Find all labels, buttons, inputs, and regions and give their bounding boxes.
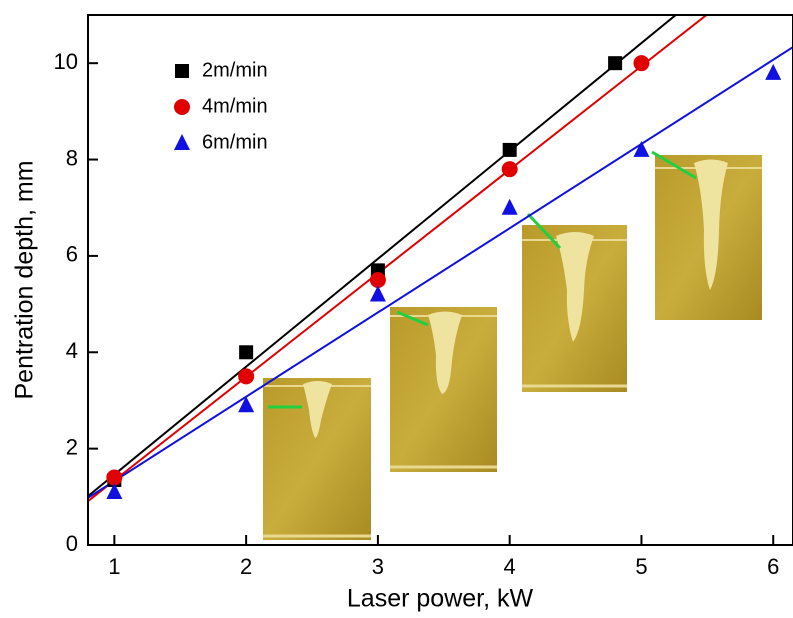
marker [239,345,254,360]
x-tick-label: 4 [504,554,516,579]
x-tick-label: 2 [240,554,252,579]
plot-area [88,15,793,502]
x-axis-label: Laser power, kW [347,585,534,613]
x-tick-label: 1 [108,554,120,579]
legend-marker [174,99,190,115]
x-tick-label: 5 [635,554,647,579]
fit-line [88,46,793,499]
marker [369,285,386,302]
inset [390,307,497,472]
y-axis-label: Pentration depth, mm [11,160,39,399]
x-tick-label: 3 [372,554,384,579]
marker [608,56,623,71]
plot-frame [87,14,793,546]
inset [651,150,762,320]
fit-line [88,15,709,502]
y-tick-label: 0 [66,531,78,556]
legend-label: 6m/min [202,131,268,153]
y-tick-label: 6 [66,242,78,267]
marker [238,368,255,385]
y-tick-label: 4 [66,338,78,363]
x-tick-label: 6 [767,554,779,579]
legend-marker [175,64,189,78]
inset [263,378,371,540]
marker [501,198,518,215]
inset-images [263,150,762,540]
legend-label: 4m/min [202,95,268,117]
marker [765,63,782,80]
legend-marker [174,134,190,150]
marker [633,140,650,157]
marker [502,142,517,157]
y-tick-label: 2 [66,434,78,459]
legend-label: 2m/min [202,59,268,81]
marker [369,272,386,288]
inset [522,212,627,392]
marker [238,396,255,413]
marker [501,161,518,178]
marker [106,469,123,486]
marker [633,55,650,72]
marker [106,483,123,499]
y-tick-label: 10 [54,49,78,74]
y-tick-label: 8 [66,145,78,170]
